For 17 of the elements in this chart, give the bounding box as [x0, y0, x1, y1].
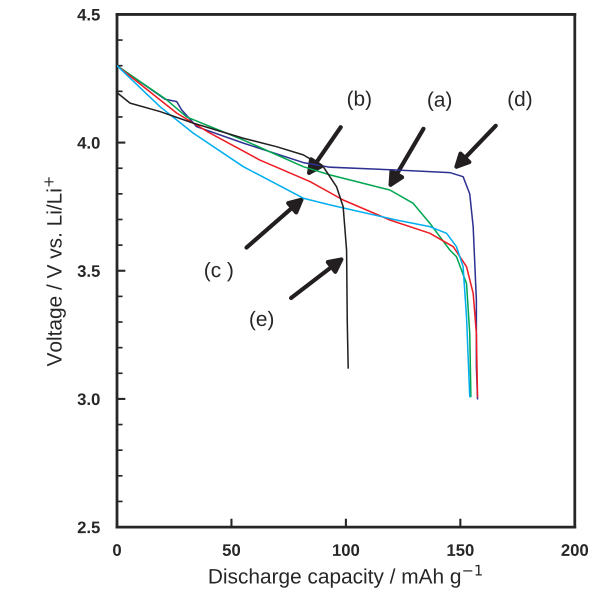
y-tick-label: 3.0 — [78, 393, 100, 406]
annotation: (c ) — [205, 262, 233, 282]
y-tick-label: 4.0 — [77, 136, 100, 149]
y-axis-title: Voltage / V vs. Li/Li$^{+}$ — [44, 177, 66, 366]
annotation: (d) — [508, 90, 532, 110]
x-tick-label: 0 — [113, 544, 121, 556]
x-tick-label: 100 — [333, 544, 360, 556]
annotation: (b) — [348, 90, 371, 110]
x-axis-title: Discharge capacity / mAh g$^{−1}$ — [210, 564, 482, 588]
x-tick-label: 200 — [561, 544, 588, 556]
annotation: (e) — [250, 310, 274, 330]
x-tick-label: 150 — [447, 544, 474, 556]
x-tick-label: 50 — [222, 544, 240, 556]
annotation: (a) — [428, 92, 452, 111]
y-tick-label: 2.5 — [78, 521, 100, 534]
y-tick-label: 4.5 — [77, 8, 100, 21]
y-tick-label: 3.5 — [78, 265, 100, 277]
